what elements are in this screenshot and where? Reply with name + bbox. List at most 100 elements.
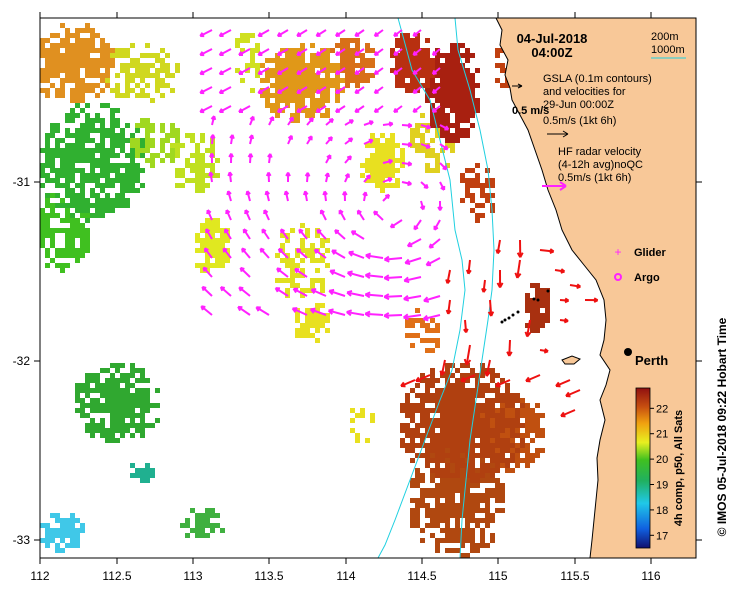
- sst-pixel: [535, 293, 540, 298]
- sst-pixel: [545, 313, 550, 318]
- sst-pixel: [70, 63, 75, 68]
- sst-pixel: [465, 98, 470, 103]
- sst-pixel: [525, 293, 530, 298]
- sst-pixel: [485, 428, 490, 433]
- sst-pixel: [75, 93, 80, 98]
- sst-pixel: [440, 503, 445, 508]
- sst-pixel: [460, 483, 465, 488]
- sst-pixel: [110, 403, 115, 408]
- sst-pixel: [520, 438, 525, 443]
- sst-pixel: [255, 63, 260, 68]
- sst-pixel: [495, 443, 500, 448]
- x-tick-label: 113.5: [254, 569, 283, 583]
- sst-pixel: [410, 138, 415, 143]
- sst-pixel: [470, 513, 475, 518]
- sst-pixel: [510, 458, 515, 463]
- sst-pixel: [285, 73, 290, 78]
- sst-pixel: [115, 198, 120, 203]
- sst-pixel: [315, 318, 320, 323]
- sst-pixel: [55, 88, 60, 93]
- sst-pixel: [485, 413, 490, 418]
- sst-pixel: [360, 408, 365, 413]
- sst-pixel: [110, 168, 115, 173]
- sst-pixel: [195, 248, 200, 253]
- sst-pixel: [455, 443, 460, 448]
- sst-pixel: [455, 113, 460, 118]
- sst-pixel: [85, 83, 90, 88]
- sst-pixel: [110, 88, 115, 93]
- sst-pixel: [105, 388, 110, 393]
- sst-pixel: [435, 518, 440, 523]
- sst-pixel: [100, 138, 105, 143]
- sst-pixel: [250, 88, 255, 93]
- sst-pixel: [480, 183, 485, 188]
- sst-pixel: [360, 73, 365, 78]
- sst-pixel: [465, 183, 470, 188]
- sst-pixel: [385, 183, 390, 188]
- sst-pixel: [305, 228, 310, 233]
- sst-pixel: [435, 548, 440, 553]
- sst-pixel: [520, 448, 525, 453]
- sst-pixel: [45, 143, 50, 148]
- sst-pixel: [485, 463, 490, 468]
- sst-pixel: [440, 513, 445, 518]
- sst-pixel: [110, 393, 115, 398]
- sst-pixel: [200, 153, 205, 158]
- sst-pixel: [210, 523, 215, 528]
- sst-pixel: [80, 238, 85, 243]
- sst-pixel: [470, 483, 475, 488]
- sst-pixel: [465, 493, 470, 498]
- sst-pixel: [265, 58, 270, 63]
- sst-pixel: [510, 418, 515, 423]
- sst-pixel: [300, 98, 305, 103]
- sst-pixel: [525, 453, 530, 458]
- sst-pixel: [180, 173, 185, 178]
- sst-pixel: [545, 308, 550, 313]
- sst-pixel: [435, 328, 440, 333]
- sst-pixel: [45, 198, 50, 203]
- sst-pixel: [410, 388, 415, 393]
- sst-pixel: [250, 53, 255, 58]
- sst-pixel: [540, 298, 545, 303]
- sst-pixel: [495, 373, 500, 378]
- sst-pixel: [450, 403, 455, 408]
- sst-pixel: [145, 123, 150, 128]
- sst-pixel: [455, 123, 460, 128]
- sst-pixel: [515, 463, 520, 468]
- sst-pixel: [470, 83, 475, 88]
- sst-pixel: [415, 63, 420, 68]
- sst-pixel: [95, 68, 100, 73]
- sst-pixel: [120, 423, 125, 428]
- sst-pixel: [425, 448, 430, 453]
- sst-pixel: [415, 318, 420, 323]
- sst-pixel: [445, 533, 450, 538]
- sst-pixel: [475, 103, 480, 108]
- sst-pixel: [470, 198, 475, 203]
- sst-pixel: [410, 418, 415, 423]
- sst-pixel: [135, 93, 140, 98]
- sst-pixel: [535, 448, 540, 453]
- sst-pixel: [125, 123, 130, 128]
- sst-pixel: [440, 83, 445, 88]
- sst-pixel: [520, 433, 525, 438]
- sst-pixel: [465, 408, 470, 413]
- sst-pixel: [425, 458, 430, 463]
- sst-pixel: [495, 393, 500, 398]
- sst-pixel: [505, 463, 510, 468]
- sst-pixel: [350, 53, 355, 58]
- sst-pixel: [425, 78, 430, 83]
- sst-pixel: [425, 408, 430, 413]
- sst-pixel: [170, 88, 175, 93]
- sst-pixel: [415, 478, 420, 483]
- sst-pixel: [60, 198, 65, 203]
- sst-pixel: [50, 123, 55, 128]
- sst-pixel: [450, 143, 455, 148]
- sst-pixel: [45, 523, 50, 528]
- sst-pixel: [70, 253, 75, 258]
- sst-pixel: [475, 418, 480, 423]
- sst-pixel: [80, 123, 85, 128]
- sst-pixel: [85, 373, 90, 378]
- sst-pixel: [45, 73, 50, 78]
- sst-pixel: [60, 158, 65, 163]
- sst-pixel: [505, 418, 510, 423]
